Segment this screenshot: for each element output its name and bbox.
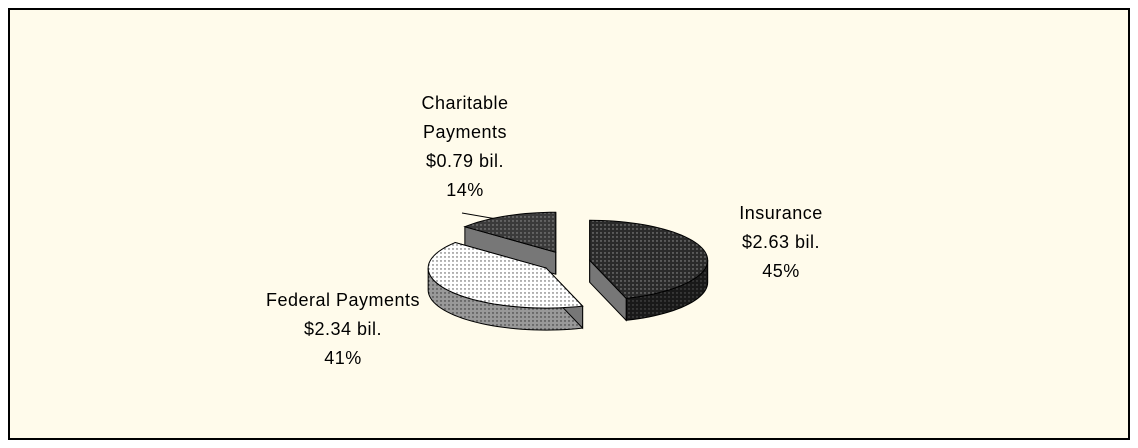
percent-label: 41% [324,348,362,368]
amount-label: $0.79 bil. [425,151,505,171]
slice [463,211,557,253]
slice-label: Charitable Payments $0.79 bil. 14% [400,89,530,205]
slice-side-shade [626,260,708,321]
category-label: Federal Payments [265,290,421,310]
category-label: Insurance [739,203,823,223]
category-label: Charitable Payments [421,93,509,142]
slice-side-shade [428,268,583,331]
percent-label: 45% [762,261,800,281]
slice [427,242,584,309]
percent-label: 14% [446,180,484,200]
slice [589,219,709,299]
slice-label: Federal Payments $2.34 bil. 41% [266,286,420,373]
chart-frame [8,8,1130,440]
amount-label: $2.34 bil. [303,319,383,339]
slice-label: Insurance $2.63 bil. 45% [739,199,823,286]
amount-label: $2.63 bil. [741,232,821,252]
